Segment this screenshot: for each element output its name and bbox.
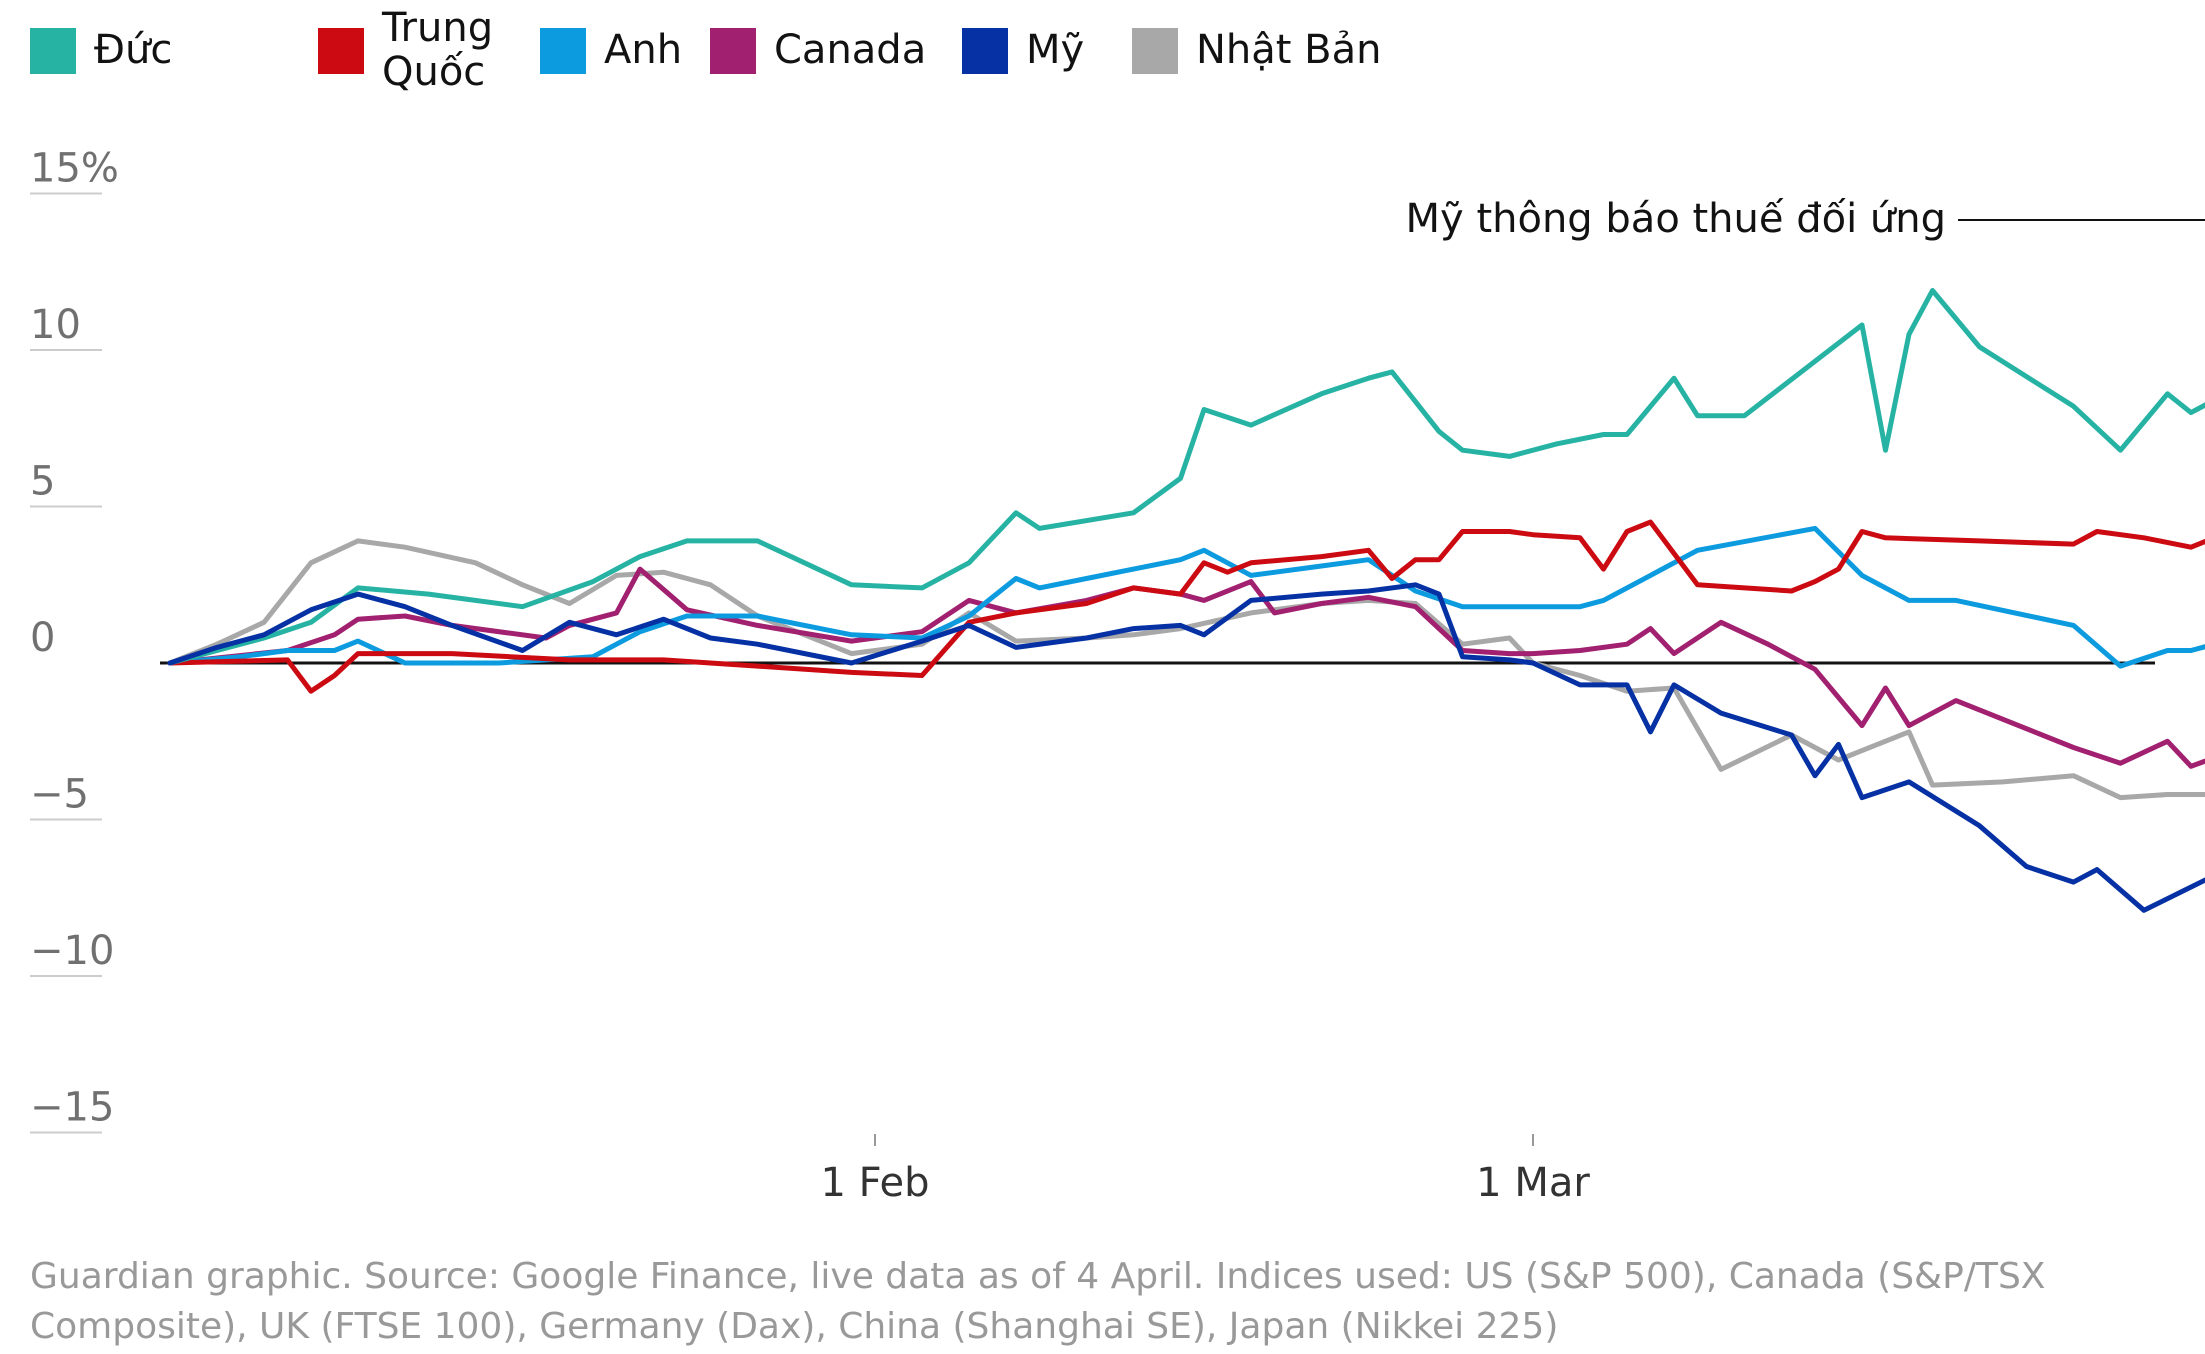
- y-tick-label: −15: [30, 1085, 114, 1131]
- legend-item-us: Mỹ: [962, 20, 1084, 74]
- series-line-uk: [167, 525, 2205, 669]
- series-line-japan: [167, 538, 2205, 801]
- x-tick-label: 1 Mar: [1476, 1160, 1590, 1206]
- series-line-us: [167, 582, 2205, 913]
- legend-item-china: Trung Quốc: [318, 6, 493, 94]
- legend-item-uk: Anh: [540, 20, 682, 74]
- legend-swatch-japan: [1132, 28, 1178, 74]
- legend-swatch-china: [318, 28, 364, 74]
- legend-label-germany: Đức: [94, 27, 173, 73]
- legend-swatch-germany: [30, 28, 76, 74]
- legend-label-uk: Anh: [604, 27, 683, 73]
- legend-label-us: Mỹ: [1026, 27, 1085, 73]
- legend: Đức Trung Quốc Anh Canada Mỹ Nhật Bản: [30, 6, 1630, 100]
- annotation-label: Mỹ thông báo thuế đối ứng: [1406, 196, 1946, 242]
- chart-footnote: Guardian graphic. Source: Google Finance…: [30, 1256, 2046, 1347]
- legend-swatch-canada: [710, 28, 756, 74]
- y-tick-label: 10: [30, 302, 81, 348]
- y-tick-label: −5: [30, 772, 89, 818]
- legend-label-japan: Nhật Bản: [1196, 27, 1382, 73]
- legend-item-canada: Canada: [710, 20, 926, 74]
- y-tick-label: 0: [30, 615, 55, 661]
- x-tick-label: 1 Feb: [821, 1160, 930, 1206]
- y-tick-label: 5: [30, 459, 55, 505]
- legend-label-canada: Canada: [774, 27, 927, 73]
- legend-label-china: Trung Quốc: [382, 5, 494, 95]
- series-line-germany: [167, 288, 2205, 666]
- series-line-china: [167, 519, 2205, 694]
- y-tick-label: 15%: [30, 146, 119, 192]
- series-line-canada: [167, 566, 2205, 769]
- legend-item-japan: Nhật Bản: [1132, 20, 1382, 74]
- legend-swatch-us: [962, 28, 1008, 74]
- legend-item-germany: Đức: [30, 20, 172, 74]
- legend-swatch-uk: [540, 28, 586, 74]
- y-tick-label: −10: [30, 928, 114, 974]
